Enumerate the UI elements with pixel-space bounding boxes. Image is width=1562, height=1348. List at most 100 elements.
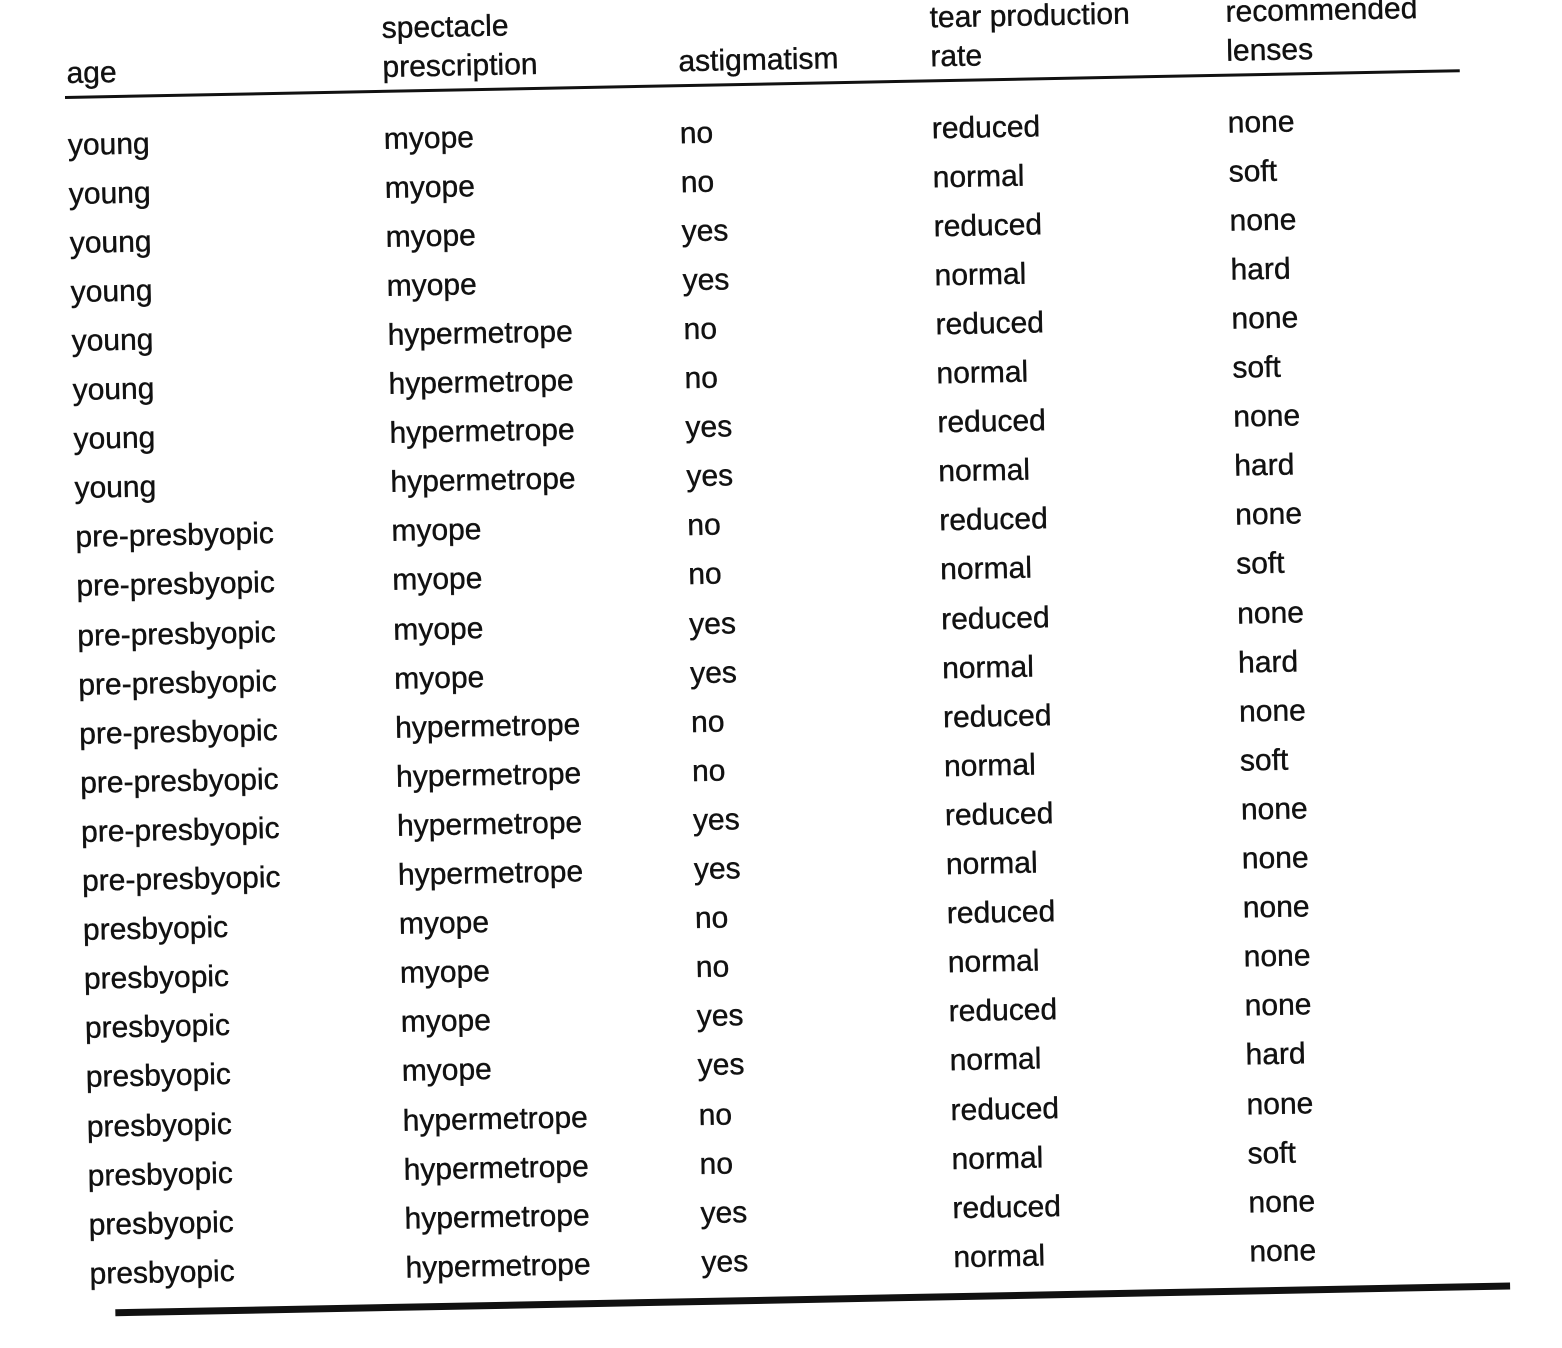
cell-astigmatism: yes bbox=[685, 410, 733, 445]
cell-tear-production-rate: reduced bbox=[942, 698, 1052, 734]
cell-astigmatism: no bbox=[687, 557, 722, 592]
cell-astigmatism: yes bbox=[693, 852, 741, 887]
cell-age: young bbox=[70, 274, 153, 309]
cell-recommended-lenses: none bbox=[1240, 792, 1308, 827]
cell-recommended-lenses: none bbox=[1243, 939, 1311, 974]
cell-spectacle-prescription: myope bbox=[399, 955, 491, 990]
contact-lens-table: age spectacle prescription astigmatism tear … bbox=[64, 0, 1511, 1337]
cell-spectacle-prescription: myope bbox=[393, 660, 485, 696]
cell-recommended-lenses: soft bbox=[1228, 154, 1278, 189]
cell-tear-production-rate: normal bbox=[938, 453, 1031, 489]
cell-age: pre-presbyopic bbox=[81, 861, 281, 898]
cell-age: young bbox=[74, 470, 157, 506]
cell-spectacle-prescription: hypermetrope bbox=[397, 855, 584, 892]
cell-astigmatism: no bbox=[684, 361, 719, 396]
cell-spectacle-prescription: hypermetrope bbox=[402, 1100, 589, 1138]
cell-astigmatism: yes bbox=[696, 999, 744, 1034]
cell-tear-production-rate: reduced bbox=[946, 895, 1056, 931]
cell-recommended-lenses: none bbox=[1249, 1233, 1317, 1269]
cell-astigmatism: yes bbox=[688, 606, 737, 641]
cell-spectacle-prescription: hypermetrope bbox=[389, 413, 575, 450]
header-line: recommended bbox=[1225, 0, 1418, 29]
cell-recommended-lenses: hard bbox=[1237, 645, 1299, 680]
cell-age: presbyopic bbox=[83, 960, 230, 996]
cell-tear-production-rate: normal bbox=[953, 1239, 1046, 1274]
cell-recommended-lenses: none bbox=[1234, 497, 1303, 532]
cell-tear-production-rate: reduced bbox=[950, 1091, 1060, 1127]
cell-astigmatism: no bbox=[699, 1146, 734, 1181]
cell-recommended-lenses: none bbox=[1236, 595, 1305, 631]
header-line: age bbox=[66, 56, 117, 90]
cell-recommended-lenses: none bbox=[1233, 399, 1301, 434]
cell-astigmatism: no bbox=[698, 1097, 733, 1132]
cell-spectacle-prescription: myope bbox=[391, 513, 482, 549]
cell-age: young bbox=[71, 323, 154, 358]
header-line: astigmatism bbox=[678, 42, 839, 79]
cell-recommended-lenses: none bbox=[1241, 841, 1309, 876]
cell-tear-production-rate: reduced bbox=[935, 306, 1045, 342]
cell-age: presbyopic bbox=[89, 1254, 235, 1291]
cell-recommended-lenses: hard bbox=[1245, 1037, 1306, 1073]
cell-spectacle-prescription: myope bbox=[386, 267, 478, 303]
cell-astigmatism: yes bbox=[692, 803, 741, 837]
cell-spectacle-prescription: hypermetrope bbox=[394, 707, 581, 745]
header-line: spectacle bbox=[381, 9, 509, 45]
header-line: tear production bbox=[929, 0, 1131, 35]
header-line: prescription bbox=[382, 47, 538, 84]
cell-astigmatism: no bbox=[679, 116, 714, 150]
header-astigmatism: astigmatism bbox=[678, 39, 839, 81]
cell-tear-production-rate: normal bbox=[945, 846, 1038, 882]
cell-age: presbyopic bbox=[88, 1205, 235, 1242]
cell-tear-production-rate: normal bbox=[947, 944, 1040, 980]
cell-age: young bbox=[68, 175, 151, 211]
cell-age: young bbox=[67, 126, 150, 162]
cell-spectacle-prescription: myope bbox=[383, 120, 475, 156]
cell-astigmatism: no bbox=[690, 705, 725, 739]
cell-recommended-lenses: hard bbox=[1233, 448, 1295, 483]
cell-spectacle-prescription: myope bbox=[392, 611, 484, 647]
cell-spectacle-prescription: hypermetrope bbox=[390, 462, 576, 500]
cell-spectacle-prescription: myope bbox=[401, 1053, 493, 1089]
cell-astigmatism: no bbox=[694, 901, 729, 936]
cell-astigmatism: yes bbox=[689, 655, 738, 690]
cell-tear-production-rate: normal bbox=[949, 1042, 1042, 1078]
cell-spectacle-prescription: myope bbox=[398, 906, 490, 941]
cell-age: pre-presbyopic bbox=[77, 664, 278, 702]
cell-spectacle-prescription: hypermetrope bbox=[395, 757, 582, 794]
cell-tear-production-rate: normal bbox=[934, 257, 1027, 293]
cell-tear-production-rate: normal bbox=[939, 551, 1033, 587]
cell-age: pre-presbyopic bbox=[76, 566, 276, 604]
header-line: rate bbox=[930, 39, 983, 74]
cell-astigmatism: no bbox=[683, 312, 718, 347]
cell-spectacle-prescription: myope bbox=[384, 169, 476, 205]
cell-astigmatism: yes bbox=[697, 1048, 745, 1083]
cell-tear-production-rate: normal bbox=[936, 355, 1029, 391]
cell-astigmatism: yes bbox=[701, 1244, 749, 1279]
cell-age: pre-presbyopic bbox=[79, 762, 279, 800]
cell-spectacle-prescription: hypermetrope bbox=[405, 1247, 591, 1285]
cell-astigmatism: no bbox=[695, 950, 730, 985]
cell-spectacle-prescription: myope bbox=[385, 218, 477, 254]
cell-spectacle-prescription: hypermetrope bbox=[396, 806, 583, 843]
cell-recommended-lenses: soft bbox=[1247, 1136, 1297, 1171]
cell-spectacle-prescription: myope bbox=[392, 562, 483, 598]
cell-age: pre-presbyopic bbox=[77, 615, 277, 653]
header-spectacle-prescription: spectacle prescription bbox=[381, 6, 538, 87]
cell-spectacle-prescription: hypermetrope bbox=[388, 364, 574, 401]
cell-age: pre-presbyopic bbox=[78, 713, 278, 751]
cell-age: pre-presbyopic bbox=[80, 811, 280, 849]
cell-recommended-lenses: none bbox=[1229, 203, 1297, 238]
cell-tear-production-rate: reduced bbox=[944, 797, 1054, 833]
cell-tear-production-rate: reduced bbox=[938, 502, 1049, 538]
cell-age: presbyopic bbox=[87, 1156, 234, 1193]
cell-age: young bbox=[69, 225, 152, 260]
cell-astigmatism: no bbox=[691, 754, 726, 788]
header-line: lenses bbox=[1226, 33, 1314, 68]
cell-age: young bbox=[73, 421, 156, 456]
cell-recommended-lenses: soft bbox=[1239, 743, 1289, 778]
cell-tear-production-rate: normal bbox=[941, 650, 1035, 685]
cell-astigmatism: no bbox=[680, 165, 715, 199]
cell-spectacle-prescription: hypermetrope bbox=[403, 1149, 590, 1187]
header-tear-production-rate: tear production rate bbox=[929, 0, 1131, 76]
cell-tear-production-rate: normal bbox=[932, 159, 1025, 194]
